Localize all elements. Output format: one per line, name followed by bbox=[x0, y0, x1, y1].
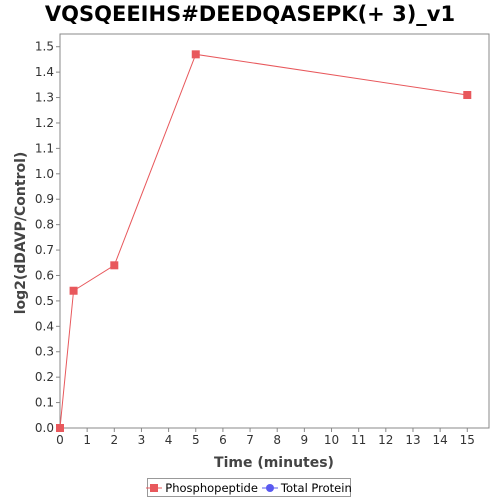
y-tick-label: 0.2 bbox=[35, 370, 54, 384]
y-tick-label: 1.4 bbox=[35, 65, 54, 79]
x-tick-label: 5 bbox=[192, 433, 200, 447]
x-axis-title: Time (minutes) bbox=[214, 455, 334, 471]
data-point bbox=[69, 286, 78, 295]
x-tick-label: 15 bbox=[460, 433, 475, 447]
legend: Phosphopeptide Total Protein bbox=[146, 478, 352, 497]
x-tick-label: 9 bbox=[301, 433, 309, 447]
x-tick-label: 2 bbox=[110, 433, 118, 447]
x-tick-label: 0 bbox=[56, 433, 64, 447]
x-tick-label: 4 bbox=[165, 433, 173, 447]
x-axis: 0 1 2 3 4 5 6 7 8 9 10 11 12 13 14 15 bbox=[56, 428, 475, 447]
chart-title: VQSQEEIHS#DEEDQASEPK(+ 3)_v1 bbox=[44, 2, 456, 26]
data-point bbox=[110, 261, 119, 270]
x-tick-label: 3 bbox=[138, 433, 146, 447]
y-tick-label: 1.0 bbox=[35, 167, 54, 181]
legend-label-phosphopeptide: Phosphopeptide bbox=[165, 480, 258, 495]
x-tick-label: 8 bbox=[273, 433, 281, 447]
data-point bbox=[191, 50, 200, 59]
y-tick-label: 1.5 bbox=[35, 40, 54, 54]
y-tick-label: 1.2 bbox=[35, 116, 54, 130]
legend-label-total-protein: Total Protein bbox=[280, 480, 352, 495]
x-tick-label: 7 bbox=[246, 433, 254, 447]
x-tick-label: 10 bbox=[324, 433, 339, 447]
plot-area bbox=[59, 33, 490, 429]
plot-border bbox=[59, 33, 490, 429]
x-tick-label: 6 bbox=[219, 433, 227, 447]
y-tick-label: 1.3 bbox=[35, 91, 54, 105]
y-tick-label: 0.7 bbox=[35, 243, 54, 257]
y-tick-label: 0.3 bbox=[35, 345, 54, 359]
data-point bbox=[56, 424, 64, 432]
circle-marker-icon bbox=[261, 483, 278, 492]
y-tick-label: 0.4 bbox=[35, 319, 54, 333]
x-tick-label: 12 bbox=[378, 433, 393, 447]
y-tick-label: 0.0 bbox=[35, 421, 54, 435]
y-tick-label: 0.1 bbox=[35, 396, 54, 410]
y-tick-label: 0.9 bbox=[35, 192, 54, 206]
data-point bbox=[463, 91, 472, 100]
y-tick-label: 0.5 bbox=[35, 294, 54, 308]
y-axis-title: log2(dDAVP/Control) bbox=[13, 152, 29, 315]
x-tick-label: 11 bbox=[351, 433, 366, 447]
x-tick-label: 14 bbox=[432, 433, 447, 447]
y-tick-label: 0.8 bbox=[35, 218, 54, 232]
square-marker-icon bbox=[146, 483, 163, 492]
x-tick-label: 1 bbox=[83, 433, 91, 447]
legend-item-phosphopeptide: Phosphopeptide bbox=[146, 481, 258, 495]
x-tick-label: 13 bbox=[405, 433, 420, 447]
y-tick-label: 1.1 bbox=[35, 141, 54, 155]
legend-item-total-protein: Total Protein bbox=[261, 480, 352, 495]
series-layer bbox=[56, 50, 472, 432]
y-tick-label: 0.6 bbox=[35, 268, 54, 282]
y-axis: 0.0 0.1 0.2 0.3 0.4 0.5 0.6 0.7 0.8 0.9 1.0 1.1 1.2 1… bbox=[35, 40, 60, 435]
